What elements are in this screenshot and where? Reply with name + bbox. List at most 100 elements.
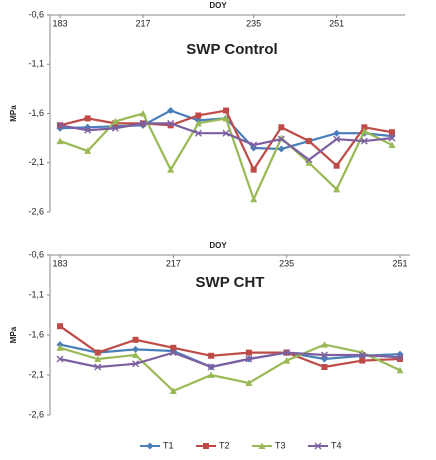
marker [223,107,229,114]
y-tick-label: -0,6 [28,249,44,259]
marker [167,119,175,127]
y-tick-label: -2,6 [28,409,44,419]
marker [207,363,215,371]
x-tick-label: 183 [52,258,67,268]
y-tick-label: -2,1 [28,369,44,379]
marker [169,349,177,357]
marker [56,355,64,363]
x-tick-label: 183 [52,18,67,28]
marker [245,355,253,363]
marker [250,141,258,149]
marker [169,387,177,394]
marker [139,110,147,117]
x-tick-label: 217 [135,18,150,28]
x-axis-label: DOY [209,241,227,250]
marker [333,135,341,143]
x-tick-label: 217 [166,258,181,268]
marker [56,121,64,129]
marker [57,323,63,330]
y-tick-label: -1,6 [28,108,44,118]
marker [111,117,119,125]
marker [132,336,139,343]
marker [360,137,368,145]
marker [208,352,215,359]
marker [320,351,328,359]
marker [195,112,202,119]
series-line [59,325,401,369]
legend-label: T4 [331,440,342,450]
y-tick-label: -1,1 [28,289,44,299]
marker [283,349,291,357]
marker [359,357,366,364]
marker [132,345,140,353]
x-axis-label: DOY [209,1,227,10]
marker [358,351,366,359]
marker [194,119,202,127]
marker [94,363,102,371]
marker [167,107,175,115]
x-tick-label: 235 [279,258,294,268]
marker [305,159,313,166]
marker [278,124,285,131]
x-tick-label: 251 [392,258,407,268]
marker [388,141,396,149]
y-tick-label: -1,6 [28,329,44,339]
marker [167,166,175,173]
marker [277,135,285,143]
marker [170,344,177,351]
marker [245,379,253,386]
legend-label: T3 [275,440,286,450]
y-tick-label: -2,1 [28,157,44,167]
marker [222,114,230,122]
legend-label: T2 [219,440,230,450]
marker [56,137,64,145]
marker [111,124,119,132]
marker [84,126,92,134]
marker [84,115,91,122]
legend-marker [314,442,322,450]
legend-label: T1 [163,440,174,450]
marker [167,122,174,129]
y-tick-label: -0,6 [28,9,44,19]
marker [207,371,215,378]
legend-marker [258,442,266,449]
marker [397,356,403,362]
chart-title: SWP CHT [196,274,265,291]
marker [388,134,396,142]
marker [361,124,368,131]
legend-marker [146,442,154,450]
y-tick-label: -2,6 [28,206,44,216]
marker [306,138,312,145]
marker [222,129,230,137]
marker [283,357,291,364]
marker [139,119,147,127]
marker [132,360,140,368]
series-line [59,351,401,369]
x-tick-label: 235 [246,18,261,28]
marker [194,129,202,137]
marker [360,127,368,135]
marker [56,344,64,351]
marker [333,162,340,169]
marker [94,349,101,356]
marker [321,364,328,370]
marker [277,145,285,153]
marker [245,349,252,356]
marker [396,366,404,374]
marker [94,355,102,362]
marker [250,166,257,173]
y-axis-label: MPa [9,105,18,122]
x-tick-label: 251 [329,18,344,28]
marker [320,341,328,348]
marker [333,185,341,193]
series-line [59,122,393,162]
y-axis-label: MPa [9,326,18,343]
marker [132,351,140,358]
marker [396,353,404,361]
marker [333,129,341,137]
marker [305,156,313,164]
y-tick-label: -1,1 [28,59,44,69]
legend-marker [203,443,209,449]
chart-title: SWP Control [186,41,277,58]
